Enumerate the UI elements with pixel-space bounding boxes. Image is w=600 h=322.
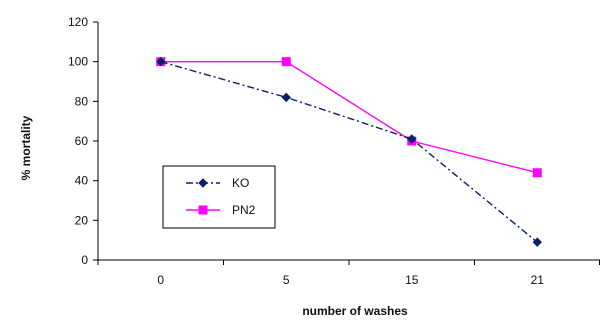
y-tick-label: 80 <box>75 94 89 108</box>
y-tick-label: 60 <box>75 134 89 148</box>
series-line-pn2 <box>160 60 538 174</box>
y-tick-label: 40 <box>75 174 89 188</box>
legend: KO PN2 <box>162 165 276 229</box>
series-line-ko <box>160 60 538 243</box>
series-pn2 <box>156 57 542 178</box>
y-axis-title: % mortality <box>19 115 33 180</box>
x-tick-label: 15 <box>405 273 419 287</box>
x-tick-label: 0 <box>157 273 164 287</box>
data-point-ko <box>281 92 291 103</box>
x-tick-label: 21 <box>531 273 545 287</box>
data-point-pn2 <box>281 57 291 67</box>
y-tick-label: 20 <box>75 213 89 227</box>
legend-label-ko: KO <box>232 176 249 190</box>
series-layer <box>156 56 542 247</box>
x-tick-label: 5 <box>283 273 290 287</box>
y-tick-label: 120 <box>68 15 88 29</box>
x-axis: 0 5 15 21 <box>97 259 600 287</box>
legend-marker-ko <box>198 178 208 188</box>
x-axis-title: number of washes <box>302 304 408 318</box>
series-ko <box>156 56 542 247</box>
legend-label-pn2: PN2 <box>232 203 256 217</box>
y-axis: 0 20 40 60 80 100 120 <box>68 15 99 267</box>
legend-marker-pn2 <box>198 205 208 215</box>
y-tick-label: 0 <box>81 253 88 267</box>
data-point-ko <box>156 56 166 67</box>
data-point-ko <box>407 134 417 144</box>
data-point-ko <box>532 237 542 247</box>
y-tick-label: 100 <box>68 55 88 69</box>
legend-box <box>162 165 276 229</box>
data-point-pn2 <box>532 168 542 178</box>
